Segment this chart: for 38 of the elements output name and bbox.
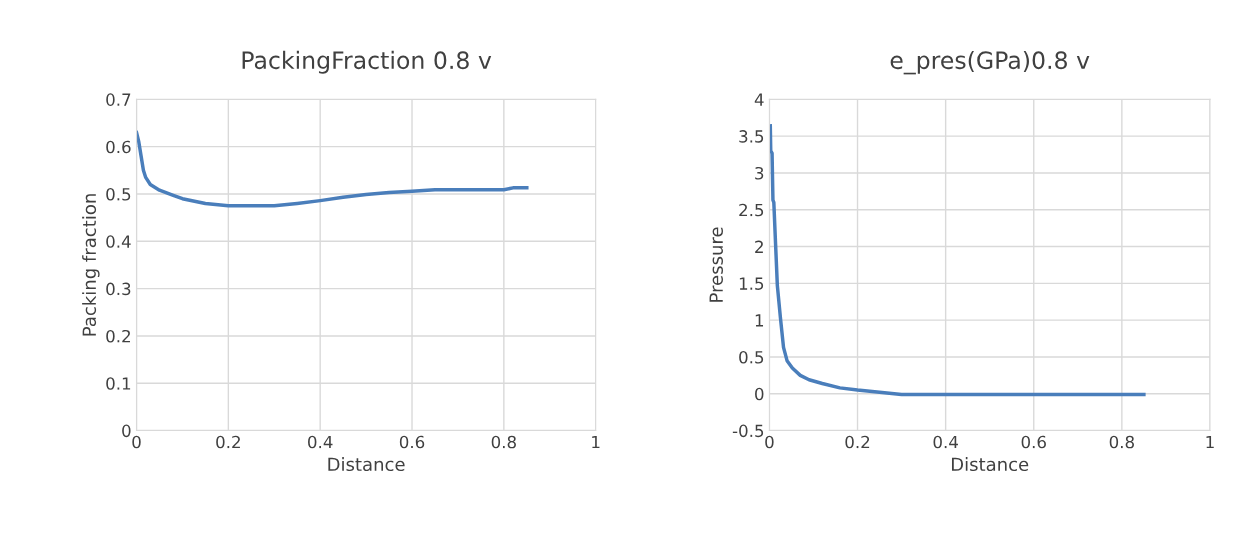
- x-tick-label: 0.2: [216, 435, 240, 449]
- x-tick-label: 1: [1206, 435, 1214, 449]
- y-tick-label: 4: [754, 93, 764, 106]
- line-series: [769, 124, 1146, 397]
- y-tick-label: 2.5: [739, 203, 764, 217]
- x-tick-label: 0.8: [1109, 435, 1134, 449]
- x-tick-label: 0: [765, 435, 774, 449]
- x-tick-label: 0: [132, 435, 141, 449]
- y-tick-label: 1.5: [739, 277, 764, 290]
- y-tick-label: 0.2: [106, 329, 130, 343]
- x-axis-title: Distance: [328, 457, 405, 472]
- x-axis-title: Distance: [952, 457, 1029, 472]
- y-tick-label: 3.5: [739, 130, 764, 143]
- y-tick-label: 0.3: [106, 282, 131, 296]
- y-tick-label: 0.1: [106, 377, 131, 390]
- x-tick-label: 0.2: [845, 435, 870, 449]
- y-tick-label: 1: [755, 314, 764, 327]
- y-tick-label: 3: [755, 166, 764, 180]
- chart-title: e_pres(GPa)0.8 v: [890, 50, 1090, 75]
- line-series: [136, 130, 529, 208]
- x-tick-label: 0.6: [1021, 435, 1046, 449]
- y-tick-label: 0.6: [106, 140, 131, 154]
- y-tick-label: 2: [755, 240, 763, 253]
- chart-title: PackingFraction 0.8 v: [242, 50, 492, 74]
- x-tick-label: 0.6: [399, 435, 425, 449]
- y-tick-label: 0.4: [106, 235, 131, 248]
- y-tick-label: 0.7: [106, 93, 131, 106]
- y-tick-label: -0.5: [732, 424, 764, 438]
- x-tick-label: 1: [592, 435, 600, 449]
- y-axis-title: Pressure: [709, 227, 723, 302]
- x-tick-label: 0.4: [933, 435, 958, 449]
- y-tick-label: 0: [755, 387, 764, 401]
- y-tick-label: 0.5: [106, 187, 131, 201]
- x-tick-label: 0.4: [308, 435, 333, 449]
- y-tick-label: 0.5: [739, 350, 764, 364]
- y-axis-title: Packing fraction: [82, 194, 100, 336]
- y-tick-label: 0: [122, 424, 131, 438]
- x-tick-label: 0.8: [491, 435, 516, 449]
